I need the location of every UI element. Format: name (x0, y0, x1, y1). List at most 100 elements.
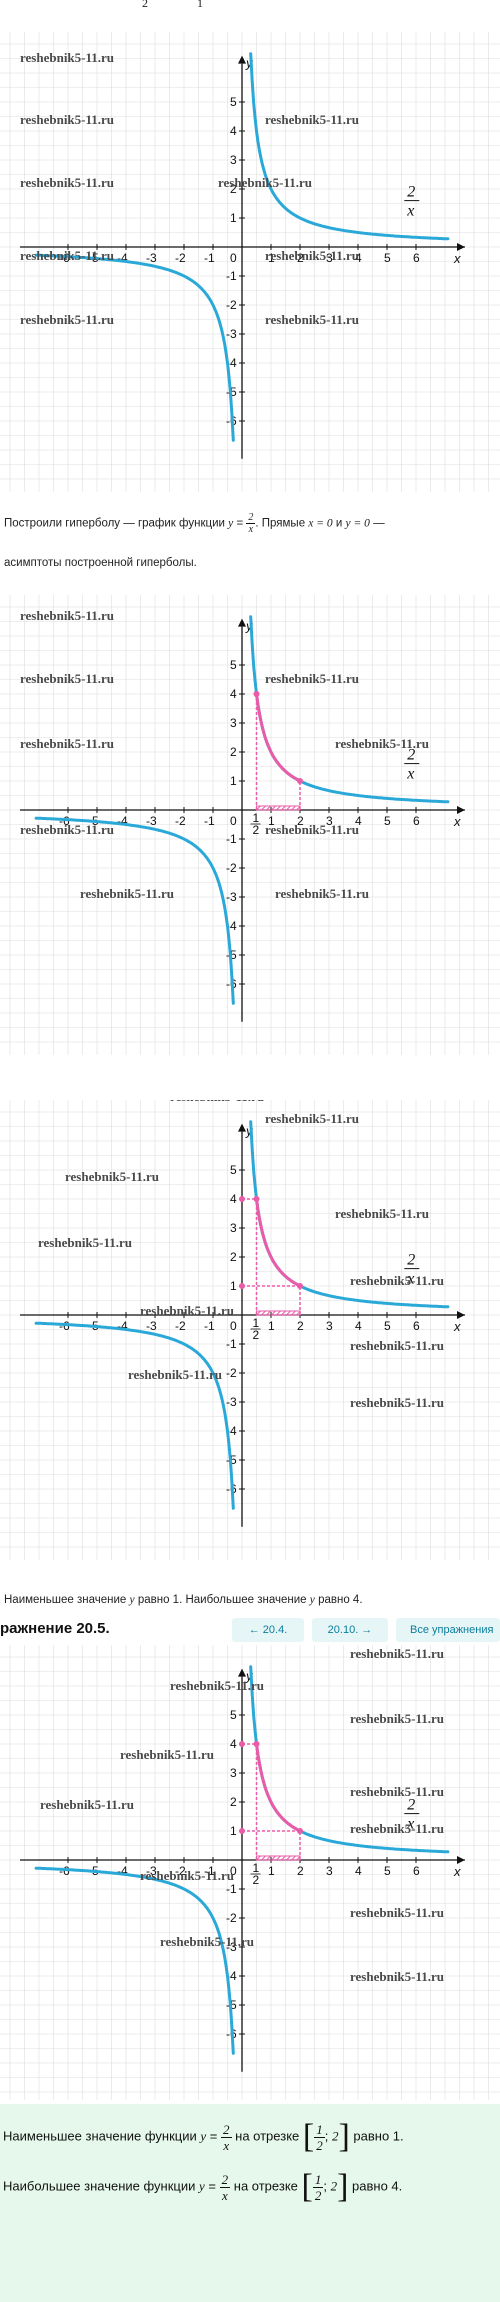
x-tick-label: 6 (413, 251, 420, 265)
y-tick-label: 2 (230, 182, 237, 196)
x-tick-label: -1 (204, 251, 215, 265)
x-tick-label: -4 (117, 814, 128, 828)
x-axis-arrow (457, 806, 465, 814)
y-axis-label: y (245, 56, 254, 71)
x-tick-label: 3 (326, 251, 333, 265)
x-tick-label: -1 (204, 814, 215, 828)
watermark: reshebnik5-11.ru (265, 112, 359, 127)
min-value-text: Наименьшее значение (4, 1594, 127, 1606)
segment-hatch (266, 1310, 271, 1316)
right-bracket: ] (337, 2168, 349, 2205)
function-label-numerator: 2 (407, 747, 415, 764)
segment-hatch (266, 1855, 271, 1861)
y-tick-label: -3 (226, 1395, 237, 1409)
y-axis-arrow (238, 1668, 246, 1677)
and-word: и (335, 517, 343, 530)
y-tick-label: -1 (226, 269, 237, 283)
all-exercises-button[interactable]: Все упражнения (396, 1618, 500, 1642)
next-exercise-button[interactable]: 20.10. → (312, 1618, 388, 1642)
y-axis-label: y (245, 619, 254, 634)
segment-hatch (271, 805, 276, 811)
y-axis-label: y (245, 1124, 254, 1139)
watermark: reshebnik5-11.ru (350, 1905, 444, 1920)
x-tick-label: 1 (268, 251, 275, 265)
x-tick-label: -3 (146, 814, 157, 828)
x-tick-label: 5 (384, 1319, 391, 1333)
function-label-numerator: 2 (407, 1797, 415, 1814)
watermark: reshebnik5-11.ru (128, 1367, 222, 1382)
x-tick-label: -2 (175, 1319, 186, 1333)
x-tick-label: -2 (175, 814, 186, 828)
watermark: reshebnik5-11.ru (350, 1711, 444, 1726)
segment-hatch (261, 1310, 266, 1316)
segment-hatch (296, 805, 301, 811)
x-axis-arrow (457, 1311, 465, 1319)
function-label-numerator: 2 (407, 1252, 415, 1269)
segment-box (256, 1855, 301, 1861)
y-tick-label: 1 (230, 774, 237, 788)
hyperbola-branch-left (34, 253, 235, 442)
x-tick-label: -6 (59, 1864, 70, 1878)
y-point-min (239, 1828, 245, 1834)
watermark: reshebnik5-11.ru (265, 312, 359, 327)
x-tick-label: 1 (268, 1319, 275, 1333)
x-tick-label: 5 (384, 1864, 391, 1878)
hyperbola-branch-right (249, 615, 450, 804)
x-tick-label: 2 (297, 814, 304, 828)
watermark: reshebnik5-11.ru (350, 1784, 444, 1799)
fraction-numerator: 2 (221, 2121, 232, 2138)
half-label-denominator: 2 (253, 823, 260, 837)
y-tick-label: -4 (226, 356, 237, 370)
x-tick-label: 3 (326, 1864, 333, 1878)
watermark: reshebnik5-11.ru (265, 671, 359, 686)
y-tick-label: 4 (230, 124, 237, 138)
x-axis-arrow (457, 1856, 465, 1864)
segment-hatch (271, 1310, 276, 1316)
x-tick-label: -1 (204, 1864, 215, 1878)
watermark: reshebnik5-11.ru (275, 886, 369, 901)
segment-fraction: 1 2 (312, 2172, 324, 2203)
y-tick-label: 1 (230, 1824, 237, 1838)
fraction-denominator: x (222, 2187, 228, 2203)
var-y: y (199, 2178, 205, 2194)
segment-hatch (281, 1310, 286, 1316)
x-tick-label: 5 (384, 814, 391, 828)
segment-hatch (296, 1855, 301, 1861)
half-label-denominator: 2 (253, 1873, 260, 1887)
x-tick-label: 2 (297, 251, 304, 265)
segment-hatch (286, 1310, 291, 1316)
prev-exercise-button[interactable]: ← 20.4. (232, 1618, 304, 1642)
segment-hatch (256, 1310, 261, 1316)
watermark: reshebnik5-11.ru (265, 822, 359, 837)
y-tick-label: 2 (230, 1250, 237, 1264)
watermark: reshebnik5-11.ru (350, 1273, 444, 1288)
x-tick-label: 4 (355, 814, 362, 828)
watermark: reshebnik5-11.ru (350, 1338, 444, 1353)
answer-box: Наименьшее значение функции y = 2 x на о… (0, 2104, 500, 2302)
highlighted-arc (255, 1743, 301, 1833)
y-tick-label: -1 (226, 1337, 237, 1351)
watermark: reshebnik5-11.ru (65, 1169, 159, 1184)
segment-separator: ; (324, 2128, 329, 2144)
y-tick-label: -1 (226, 832, 237, 846)
fraction-denominator: x (248, 524, 254, 535)
y-tick-label: 4 (230, 687, 237, 701)
highlighted-arc (255, 693, 301, 783)
watermark: reshebnik5-11.ru (80, 886, 174, 901)
function-label-denominator: x (406, 203, 414, 220)
watermark: reshebnik5-11.ru (20, 822, 114, 837)
y-tick-label: 3 (230, 716, 237, 730)
x-tick-label: -3 (146, 1319, 157, 1333)
half-label-numerator: 1 (253, 811, 260, 825)
grid (0, 595, 500, 1055)
segment-hatch (286, 1855, 291, 1861)
y-axis-arrow (238, 55, 246, 64)
x-tick-label: 4 (355, 251, 362, 265)
x-tick-label: -2 (175, 1864, 186, 1878)
watermark: reshebnik5-11.ru (350, 1646, 444, 1661)
x-tick-label: -4 (117, 1864, 128, 1878)
answer-min-value: равно 1. (353, 2128, 404, 2144)
y-axis-arrow (238, 1123, 246, 1132)
equals-sign: = (236, 517, 244, 530)
hyperbola-branch-right (249, 52, 450, 241)
